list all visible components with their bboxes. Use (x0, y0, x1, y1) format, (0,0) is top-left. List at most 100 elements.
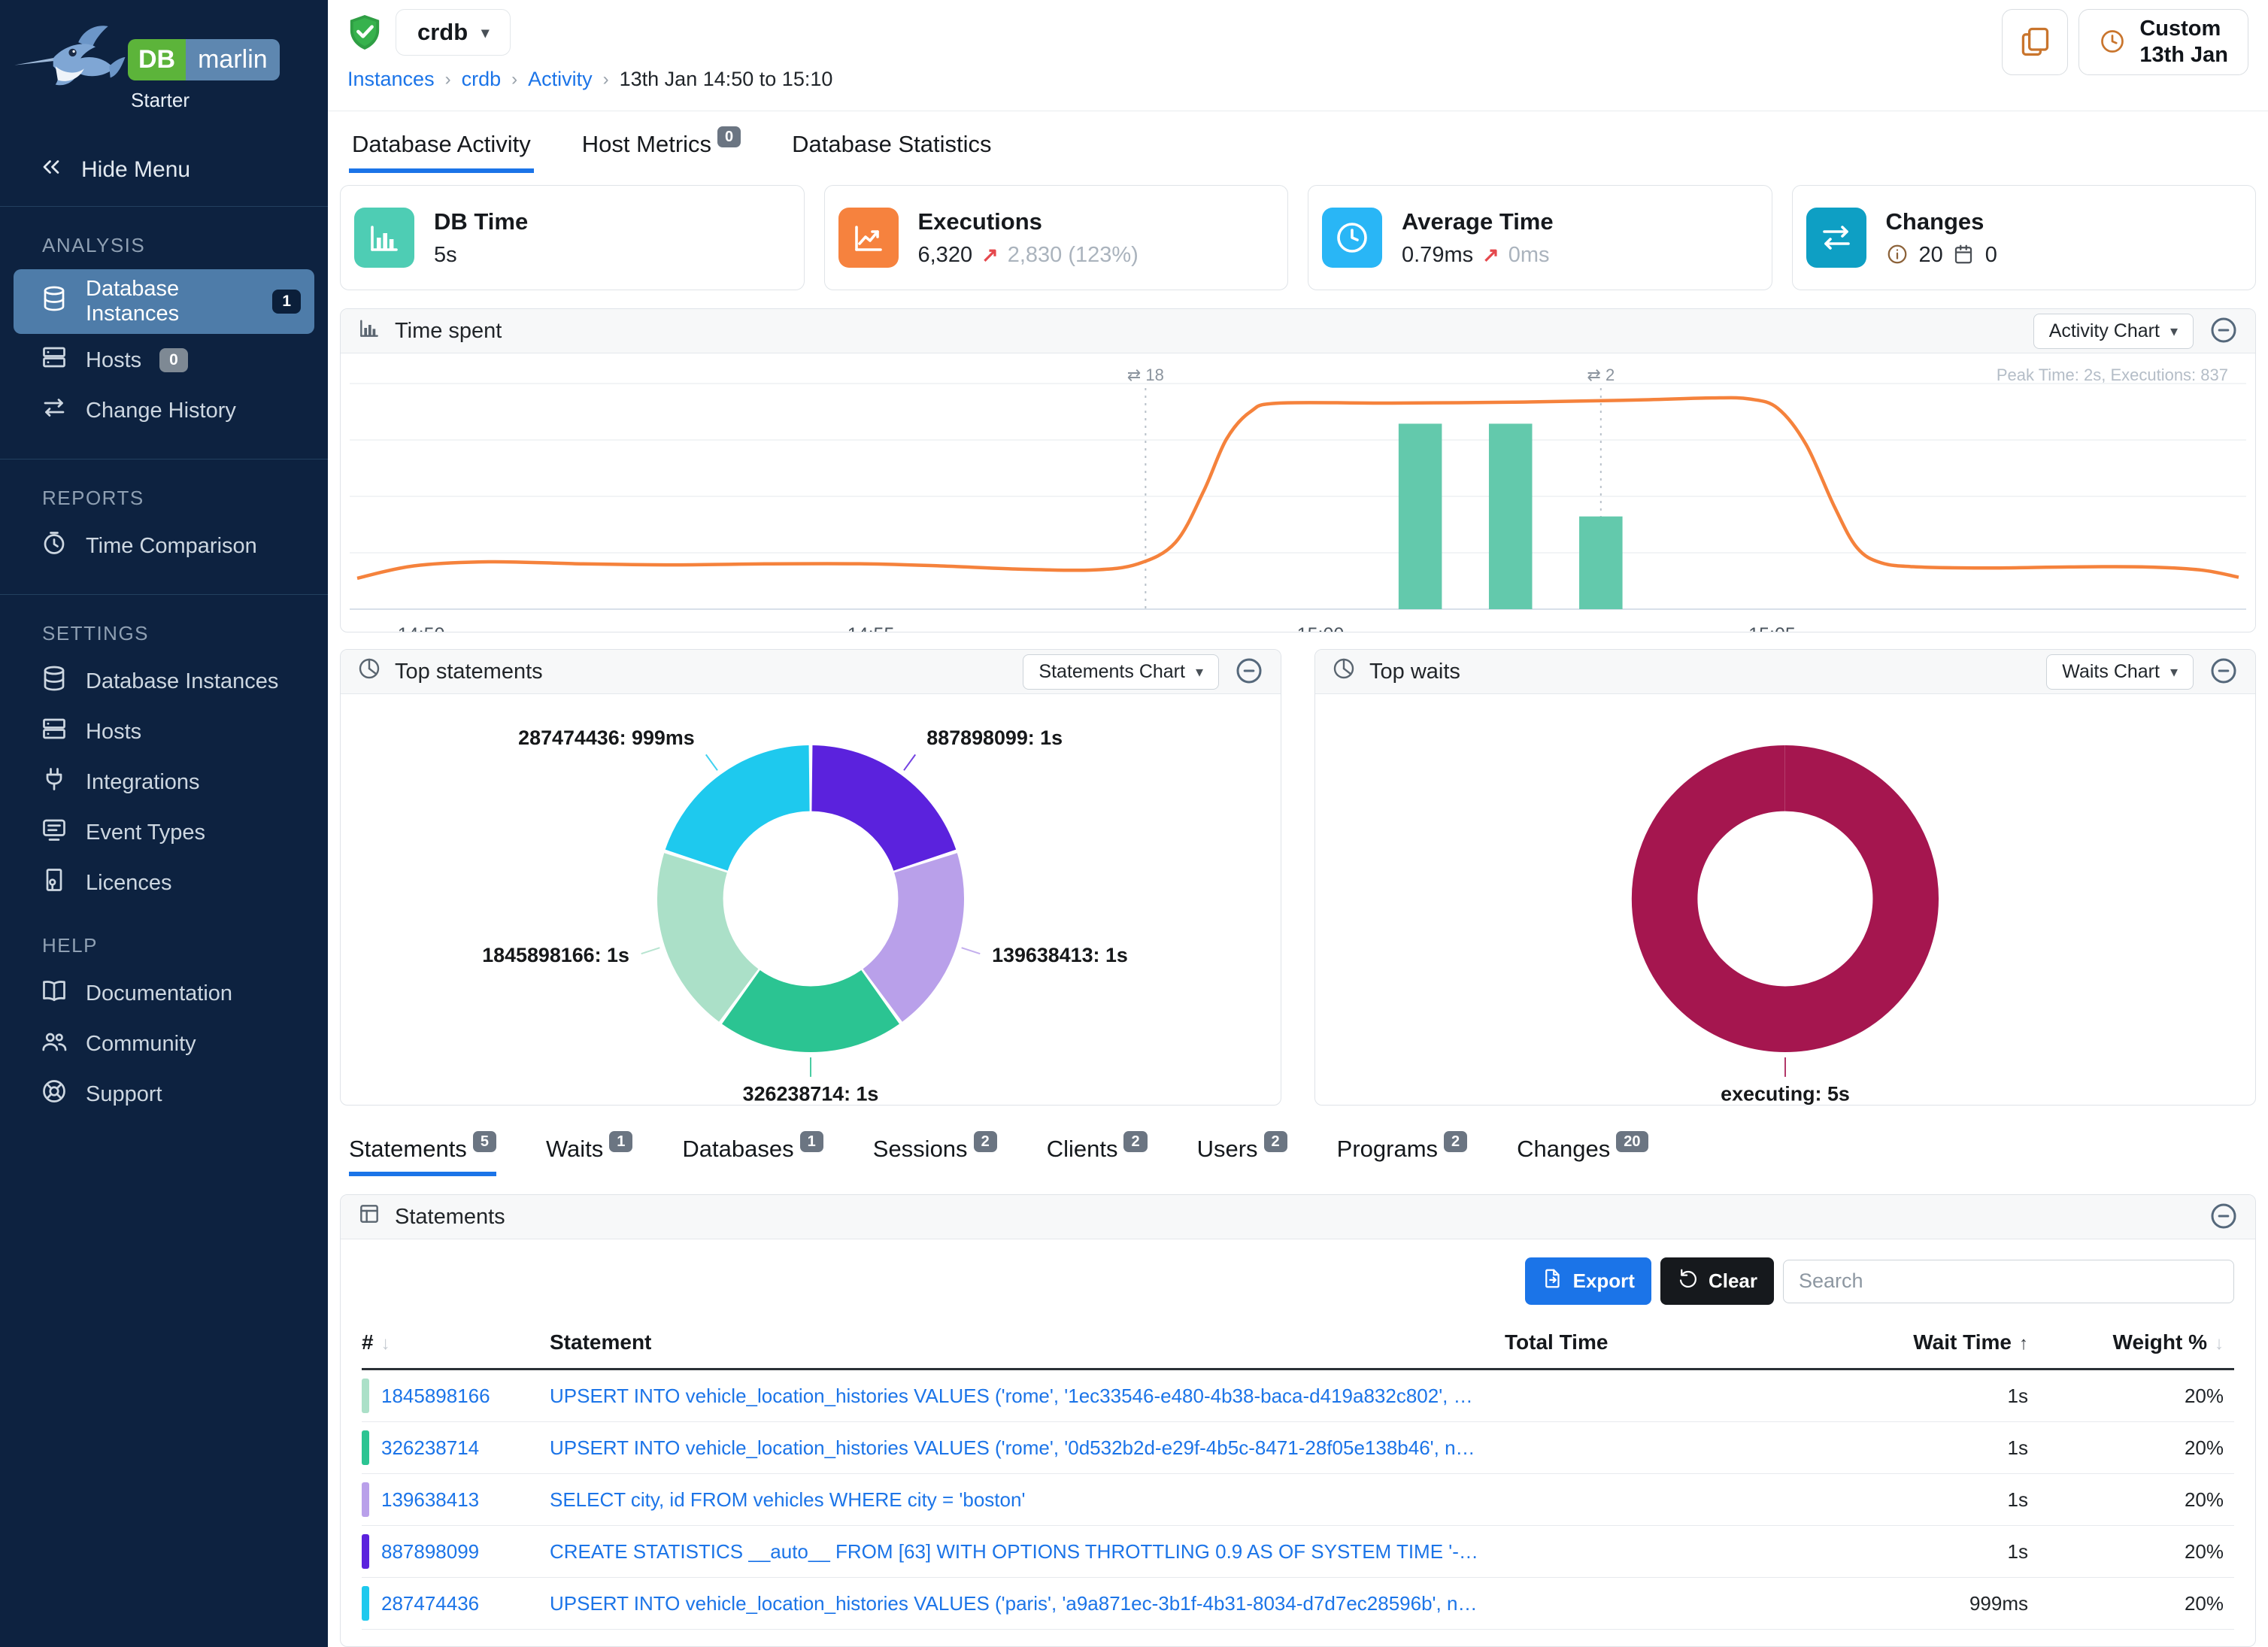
sidebar-item-label: Community (86, 1031, 196, 1056)
time-range-button[interactable]: Custom 13th Jan (2078, 9, 2248, 75)
statements-table: # ↓ Statement Total Time Wait Time ↑ Weight % ↓… (362, 1317, 2234, 1630)
minus-circle-icon (1234, 656, 1264, 688)
sidebar: DB marlin Starter Hide Menu ANALYSIS Data… (0, 0, 328, 1647)
statement-id-link[interactable]: 287474436 (362, 1586, 550, 1621)
sidebar-item-integrations[interactable]: Integrations (14, 758, 314, 806)
tab-databases[interactable]: Databases 1 (682, 1131, 823, 1176)
export-button[interactable]: Export (1524, 1257, 1651, 1305)
column-header-total-time[interactable]: Total Time (1505, 1330, 1609, 1354)
tab-sessions[interactable]: Sessions 2 (873, 1131, 997, 1176)
statements-chart-selector[interactable]: Statements Chart ▾ (1023, 654, 1219, 690)
sidebar-section-title: HELP (42, 934, 98, 957)
metric-info-count: 20 (1918, 242, 1943, 267)
search-input[interactable] (1783, 1259, 2234, 1303)
statement-id-link[interactable]: 887898099 (362, 1534, 550, 1569)
count-badge: 5 (472, 1131, 496, 1152)
statement-link[interactable]: CREATE STATISTICS __auto__ FROM [63] WIT… (550, 1539, 1494, 1563)
statements-table-header: # ↓ Statement Total Time Wait Time ↑ Weight % ↓ (362, 1317, 2234, 1370)
collapse-time-spent-button[interactable] (2209, 315, 2239, 347)
activity-chart-selector[interactable]: Activity Chart ▾ (2033, 313, 2194, 349)
sidebar-item-label: Time Comparison (86, 533, 257, 558)
sidebar-item-database-instances[interactable]: Database Instances 1 (14, 269, 314, 334)
table-row: 326238714 UPSERT INTO vehicle_location_hi… (362, 1422, 2234, 1474)
pie-chart-icon (1332, 657, 1356, 687)
tab-users[interactable]: Users 2 (1197, 1131, 1287, 1176)
swap-icon (1806, 208, 1866, 268)
waits-chart-selector[interactable]: Waits Chart ▾ (2046, 654, 2194, 690)
copy-link-button[interactable] (2002, 9, 2069, 75)
metric-card-executions: Executions 6,320 ↗ 2,830 (123%) (823, 185, 1288, 290)
breadcrumb-item-activity[interactable]: Activity (528, 68, 593, 90)
brand-marlin: marlin (186, 39, 280, 80)
column-header-statement[interactable]: Statement (550, 1330, 652, 1354)
chevron-down-icon: ▾ (2169, 663, 2178, 681)
donut-segment-287474436[interactable] (665, 745, 811, 872)
statement-id-link[interactable]: 1845898166 (362, 1379, 550, 1413)
sidebar-item-label: Database Instances (86, 277, 180, 326)
clear-button[interactable]: Clear (1660, 1257, 1774, 1305)
weight-value: 20% (2184, 1436, 2224, 1459)
donut-label-326238714: 326238714: 1s (743, 1083, 879, 1105)
sidebar-item-database-instances[interactable]: Database Instances (14, 657, 314, 705)
svg-text:14:50: 14:50 (398, 624, 445, 632)
sidebar-item-community[interactable]: Community (14, 1020, 314, 1068)
column-header-wait-time[interactable]: Wait Time ↑ (1913, 1330, 2028, 1354)
undo-icon (1677, 1267, 1699, 1295)
sidebar-item-event-types[interactable]: Event Types (14, 808, 314, 857)
column-header-weight[interactable]: Weight % ↓ (2112, 1330, 2224, 1354)
statement-link[interactable]: UPSERT INTO vehicle_location_histories V… (550, 1384, 1505, 1407)
collapse-statements-button[interactable] (2209, 1201, 2239, 1233)
statement-id-link[interactable]: 326238714 (362, 1430, 550, 1465)
sidebar-item-hosts[interactable]: Hosts (14, 708, 314, 756)
donut-segment-executing[interactable] (1631, 745, 1939, 1053)
breadcrumb-separator: › (444, 68, 451, 89)
donut-segment-326238714[interactable] (722, 969, 899, 1052)
breadcrumb-item-instances[interactable]: Instances (347, 68, 435, 90)
collapse-top-statements-button[interactable] (1234, 656, 1264, 688)
sidebar-item-documentation[interactable]: Documentation (14, 969, 314, 1018)
instance-selector-button[interactable]: crdb ▾ (396, 9, 511, 56)
sidebar-section-title: ANALYSIS (42, 234, 146, 256)
tab-database-statistics[interactable]: Database Statistics (789, 120, 994, 173)
tab-host-metrics[interactable]: Host Metrics 0 (579, 120, 744, 173)
instance-name: crdb (417, 19, 468, 45)
statement-id-link[interactable]: 139638413 (362, 1482, 550, 1517)
sidebar-item-hosts[interactable]: Hosts 0 (14, 336, 314, 384)
statement-link[interactable]: UPSERT INTO vehicle_location_histories V… (550, 1591, 1505, 1615)
tab-label: Changes (1517, 1136, 1611, 1162)
tab-programs[interactable]: Programs 2 (1337, 1131, 1468, 1176)
sidebar-item-support[interactable]: Support (14, 1070, 314, 1118)
count-badge: 0 (717, 126, 741, 147)
tab-statements[interactable]: Statements 5 (349, 1131, 496, 1176)
people-icon (41, 1027, 68, 1060)
metric-value: 6,320 (917, 242, 973, 267)
export-icon (1542, 1267, 1564, 1295)
tab-waits[interactable]: Waits 1 (545, 1131, 633, 1176)
tab-database-activity[interactable]: Database Activity (349, 120, 534, 173)
sidebar-item-change-history[interactable]: Change History (14, 387, 314, 435)
license-icon (41, 866, 68, 899)
hide-menu-button[interactable]: Hide Menu (0, 135, 328, 207)
breadcrumb-item-crdb[interactable]: crdb (461, 68, 502, 90)
collapse-top-waits-button[interactable] (2209, 656, 2239, 688)
sidebar-item-licences[interactable]: Licences (14, 859, 314, 907)
statements-panel-title: Statements (357, 1202, 505, 1232)
donut-segment-139638413[interactable] (862, 853, 964, 1022)
wait-time-value: 1s (2007, 1488, 2028, 1511)
sidebar-item-time-comparison[interactable]: Time Comparison (14, 522, 314, 570)
tab-changes[interactable]: Changes 20 (1517, 1131, 1648, 1176)
column-header-[interactable]: # ↓ (362, 1330, 390, 1354)
server-icon (41, 715, 68, 748)
time-spent-title: Time spent (357, 316, 502, 346)
tab-clients[interactable]: Clients 2 (1047, 1131, 1148, 1176)
copy-icon (2018, 25, 2051, 60)
plug-icon (41, 766, 68, 799)
donut-segment-887898099[interactable] (811, 745, 957, 872)
donut-segment-1845898166[interactable] (657, 853, 760, 1022)
statement-link[interactable]: UPSERT INTO vehicle_location_histories V… (550, 1436, 1505, 1459)
table-row: 287474436 UPSERT INTO vehicle_location_hi… (362, 1578, 2234, 1630)
tab-label: Waits (545, 1136, 604, 1162)
statement-link[interactable]: SELECT city, id FROM vehicles WHERE city… (550, 1488, 1026, 1511)
sidebar-section-help: HELP Documentation Community Support (0, 934, 328, 1118)
donut-label-139638413: 139638413: 1s (992, 944, 1128, 966)
